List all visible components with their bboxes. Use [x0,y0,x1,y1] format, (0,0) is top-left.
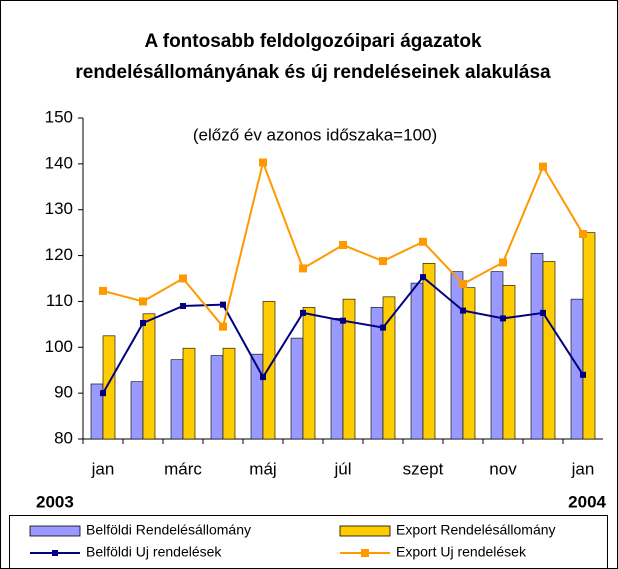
legend-label: Belföldi Rendelésállomány [86,522,251,538]
y-tick-label: 100 [45,337,73,356]
marker [339,241,347,250]
marker [459,280,467,289]
y-tick-label: 130 [45,199,73,218]
subtitle: (előző év azonos időszaka=100) [193,125,437,144]
x-tick-label: nov [489,459,517,478]
bar [302,307,316,440]
marker [300,309,306,316]
x-tick-label: máj [249,459,276,478]
marker [260,374,266,381]
bar [502,285,516,440]
bar [382,296,396,440]
marker [379,257,387,266]
bar [210,355,224,440]
bar [422,263,436,440]
x-tick-label: jan [91,459,115,478]
bar [582,232,596,440]
marker [500,315,506,322]
marker [259,158,267,167]
bar [330,318,344,440]
marker [579,230,587,239]
bar [490,271,504,440]
bar [342,298,356,440]
legend-label: Export Uj rendelések [396,544,527,560]
bar [222,347,236,440]
y-tick-label: 90 [54,383,73,402]
year-label: 2003 [36,492,74,511]
bar [182,347,196,440]
legend-label: Export Rendelésállomány [396,522,556,538]
y-tick-label: 120 [45,245,73,264]
marker [180,303,186,310]
marker [499,258,507,267]
legend-label: Belföldi Uj rendelések [86,544,222,560]
legend-marker [361,549,369,557]
marker [420,274,426,281]
marker [100,390,106,397]
bar [450,271,464,440]
bar [410,282,424,440]
legend-swatch [29,525,81,537]
marker [380,324,386,331]
bar [530,252,544,440]
x-tick-label: szept [403,459,444,478]
legend-marker [52,550,58,556]
x-tick-label: márc [164,459,202,478]
bar [570,298,584,440]
marker [580,371,586,378]
marker [99,286,107,295]
bar [290,337,304,440]
bar [462,287,476,440]
x-tick-label: júl [333,459,351,478]
marker [299,264,307,273]
year-label: 2004 [568,492,606,511]
marker [140,319,146,326]
y-tick-label: 150 [45,107,73,126]
marker [179,274,187,283]
marker [139,297,147,306]
marker [540,309,546,316]
marker [220,301,226,308]
marker [539,162,547,171]
bar [130,381,144,440]
chart-title: A fontosabb feldolgozóipari ágazatok ren… [75,31,551,83]
bar [170,359,184,440]
y-tick-label: 80 [54,428,73,447]
marker [460,307,466,314]
legend-box [9,515,608,569]
bar [262,301,276,440]
x-tick-label: jan [571,459,595,478]
marker [419,237,427,246]
bar [542,261,556,440]
y-tick-label: 140 [45,153,73,172]
y-tick-label: 110 [46,291,73,310]
bar [102,335,116,440]
marker [219,322,227,331]
bar [142,313,156,440]
marker [340,317,346,324]
legend-swatch [339,525,391,537]
